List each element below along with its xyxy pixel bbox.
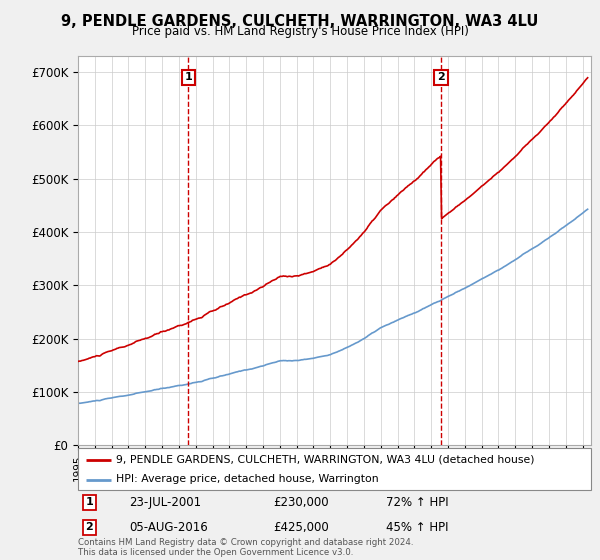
Text: 2: 2: [85, 522, 93, 533]
Text: 2: 2: [437, 72, 445, 82]
Text: 1: 1: [85, 497, 93, 507]
Text: 05-AUG-2016: 05-AUG-2016: [130, 521, 208, 534]
Text: £230,000: £230,000: [273, 496, 329, 508]
Text: HPI: Average price, detached house, Warrington: HPI: Average price, detached house, Warr…: [116, 474, 379, 484]
Text: 72% ↑ HPI: 72% ↑ HPI: [386, 496, 448, 508]
FancyBboxPatch shape: [78, 448, 591, 490]
Text: Contains HM Land Registry data © Crown copyright and database right 2024.
This d: Contains HM Land Registry data © Crown c…: [78, 538, 413, 557]
Text: 9, PENDLE GARDENS, CULCHETH, WARRINGTON, WA3 4LU (detached house): 9, PENDLE GARDENS, CULCHETH, WARRINGTON,…: [116, 455, 535, 465]
Text: 23-JUL-2001: 23-JUL-2001: [130, 496, 202, 508]
Text: 45% ↑ HPI: 45% ↑ HPI: [386, 521, 448, 534]
Text: Price paid vs. HM Land Registry's House Price Index (HPI): Price paid vs. HM Land Registry's House …: [131, 25, 469, 38]
Text: £425,000: £425,000: [273, 521, 329, 534]
Text: 1: 1: [184, 72, 192, 82]
Text: 9, PENDLE GARDENS, CULCHETH, WARRINGTON, WA3 4LU: 9, PENDLE GARDENS, CULCHETH, WARRINGTON,…: [61, 14, 539, 29]
